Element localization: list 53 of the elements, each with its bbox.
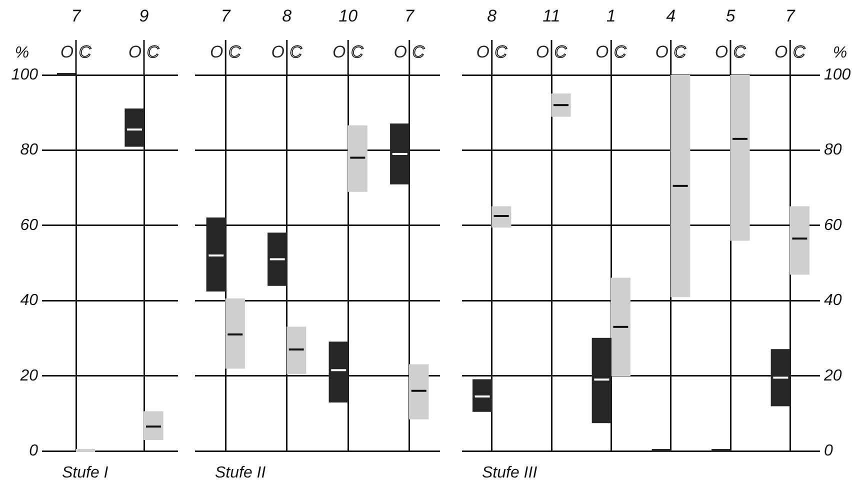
x-tick-label: 7 [71, 6, 82, 26]
y2-axis-title: % [832, 44, 848, 62]
text: C [350, 42, 364, 62]
text: O [210, 42, 224, 62]
y-axis-title: % [14, 44, 30, 62]
text: O [476, 42, 490, 62]
x-tick-label: 8 [282, 6, 292, 26]
y-tick-label: 0 [29, 442, 38, 460]
text: C [494, 42, 507, 62]
text: O [774, 42, 788, 62]
y2-tick-label: 40 [824, 292, 842, 310]
text: O [655, 42, 668, 62]
x-tick-label: 8 [487, 6, 498, 26]
text: C [78, 42, 92, 62]
y-tick-label: 20 [19, 367, 38, 384]
y-tick-label: 60 [20, 216, 38, 234]
text: C [228, 42, 241, 62]
text: O [394, 42, 407, 62]
text: O [714, 42, 728, 62]
text: C [554, 42, 567, 62]
text: C [793, 42, 806, 62]
text: C [614, 42, 626, 62]
text: C [290, 42, 302, 62]
series-label: C [674, 42, 687, 62]
x-tick-label: 9 [139, 6, 150, 26]
x-tick-label: 1 [606, 6, 616, 26]
x-tick-label: 7 [404, 6, 415, 26]
text: C [733, 42, 746, 62]
x-tick-label: 5 [726, 6, 736, 26]
x-tick-label: 4 [666, 6, 676, 26]
x-tick-label: 11 [542, 6, 560, 26]
y-tick-label: 80 [20, 142, 38, 159]
y2-tick-label: 100 [824, 66, 851, 84]
x-axis-title: Stufe III [482, 464, 538, 482]
x-tick-label: 7 [220, 6, 231, 26]
text: O [128, 42, 142, 62]
y-tick-label: 100 [11, 66, 38, 84]
text: O [536, 42, 550, 62]
text: O [596, 42, 609, 62]
y2-tick-label: 60 [824, 216, 842, 234]
y2-tick-label: 20 [823, 367, 842, 384]
x-axis-title: Stufe II [215, 464, 266, 482]
series-label: O [60, 42, 74, 62]
x-tick-label: 7 [785, 6, 796, 26]
text: O [271, 42, 284, 62]
y2-tick-label: 0 [824, 442, 833, 460]
text: C [146, 42, 160, 62]
y-tick-label: 40 [20, 292, 38, 310]
x-axis-title: Stufe I [62, 464, 109, 482]
y2-tick-label: 80 [824, 142, 842, 159]
x-tick-label: 10 [338, 6, 358, 26]
text: O [332, 42, 346, 62]
text: C [412, 42, 425, 62]
